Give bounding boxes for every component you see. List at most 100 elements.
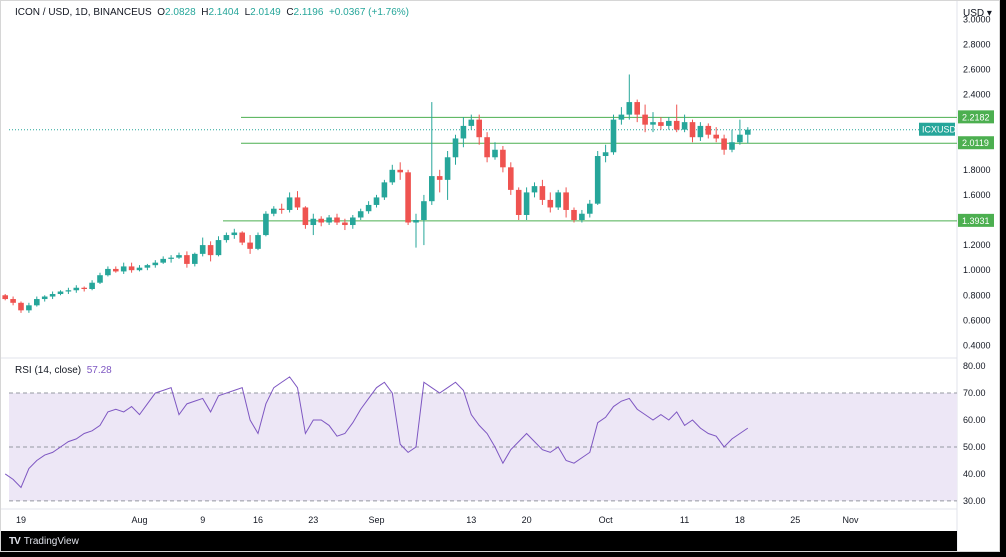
symbol-badge-label: ICXUSD bbox=[922, 125, 957, 135]
candle-body bbox=[436, 176, 443, 180]
candle-body bbox=[144, 265, 151, 268]
time-tick-label: Aug bbox=[131, 515, 147, 525]
candle-body bbox=[571, 209, 577, 220]
candle-body bbox=[286, 197, 293, 210]
candle-body bbox=[49, 294, 56, 297]
level-badge bbox=[958, 110, 994, 124]
candle-body bbox=[492, 149, 498, 158]
level-badge bbox=[958, 136, 994, 150]
candle-body bbox=[626, 102, 633, 115]
candle-body bbox=[697, 125, 704, 138]
candle-body bbox=[34, 299, 40, 306]
candle-body bbox=[666, 120, 672, 126]
price-tick-label: 1.8000 bbox=[963, 165, 991, 175]
price-tick-label: 0.4000 bbox=[963, 340, 991, 350]
candle-body bbox=[373, 197, 380, 205]
candle-body bbox=[650, 122, 656, 125]
candle-body bbox=[41, 296, 48, 300]
level-badge-label: 1.3931 bbox=[962, 216, 990, 226]
price-tick-label: 0.6000 bbox=[963, 315, 991, 325]
candle-body bbox=[128, 266, 135, 271]
candle-body bbox=[113, 268, 119, 272]
symbol-name[interactable]: ICON / USD, 1D, BINANCEUS bbox=[15, 7, 152, 18]
candle-body bbox=[168, 257, 174, 259]
candle-body bbox=[468, 119, 475, 126]
change-value: +0.0367 (+1.76%) bbox=[328, 7, 410, 18]
time-tick-label: 9 bbox=[200, 515, 205, 525]
rsi-tick-label: 30.00 bbox=[963, 496, 986, 506]
time-tick-label: 11 bbox=[680, 515, 689, 525]
rsi-tick-label: 50.00 bbox=[963, 442, 986, 452]
candle-body bbox=[602, 152, 609, 157]
candle-body bbox=[2, 295, 9, 300]
candle-body bbox=[271, 208, 277, 214]
candle-body bbox=[555, 192, 561, 208]
candle-body bbox=[223, 235, 230, 241]
candle-body bbox=[737, 134, 743, 143]
axis-corner bbox=[960, 531, 999, 551]
candle-body bbox=[429, 176, 435, 202]
price-axis-unit[interactable]: USD ▾ bbox=[963, 8, 992, 19]
rsi-tick-label: 60.00 bbox=[963, 415, 986, 425]
time-tick-label: 23 bbox=[308, 515, 318, 525]
candle-body bbox=[302, 207, 309, 226]
time-tick-label: 16 bbox=[253, 515, 263, 525]
candle-body bbox=[563, 192, 569, 210]
candle-body bbox=[89, 282, 95, 289]
candle-body bbox=[444, 157, 451, 180]
candle-body bbox=[642, 114, 648, 125]
time-tick-label: 18 bbox=[735, 515, 745, 525]
candle-body bbox=[365, 204, 372, 212]
candle-body bbox=[26, 305, 32, 311]
rsi-tick-label: 80.00 bbox=[963, 361, 986, 371]
price-tick-label: 2.4000 bbox=[963, 90, 991, 100]
candle-body bbox=[231, 232, 238, 236]
candle-body bbox=[713, 134, 719, 139]
candle-body bbox=[484, 137, 490, 158]
candle-body bbox=[342, 222, 348, 226]
candle-body bbox=[705, 125, 712, 135]
candle-body bbox=[745, 129, 751, 135]
candle-body bbox=[318, 218, 324, 223]
candle-body bbox=[689, 122, 696, 138]
candle-body bbox=[547, 199, 554, 208]
symbol-badge bbox=[919, 122, 955, 136]
candle-body bbox=[658, 122, 664, 126]
price-tick-label: 2.6000 bbox=[963, 64, 991, 74]
rsi-band bbox=[9, 393, 957, 501]
candle-body bbox=[326, 217, 332, 223]
candle-body bbox=[176, 255, 182, 258]
candle-body bbox=[350, 217, 356, 226]
rsi-tick-label: 70.00 bbox=[963, 388, 986, 398]
candle-body bbox=[673, 120, 680, 130]
candle-body bbox=[81, 287, 87, 289]
candle-body bbox=[594, 156, 601, 204]
open-value: 2.0828 bbox=[165, 7, 196, 18]
time-tick-label: 13 bbox=[466, 515, 476, 525]
candle-body bbox=[239, 232, 245, 243]
candle-body bbox=[389, 169, 396, 183]
candle-body bbox=[500, 149, 506, 168]
candle-body bbox=[587, 203, 593, 214]
candle-body bbox=[97, 275, 103, 283]
candle-body bbox=[105, 268, 111, 276]
candle-body bbox=[199, 245, 206, 254]
candle-body bbox=[381, 182, 388, 198]
candle-body bbox=[397, 169, 403, 173]
candle-body bbox=[681, 122, 688, 130]
rsi-tick-label: 40.00 bbox=[963, 469, 986, 479]
candle-body bbox=[294, 197, 301, 208]
candle-body bbox=[334, 217, 340, 223]
rsi-label[interactable]: RSI (14, close) bbox=[15, 365, 82, 376]
candle-body bbox=[460, 125, 467, 139]
price-tick-label: 1.6000 bbox=[963, 190, 991, 200]
candle-body bbox=[136, 267, 143, 271]
candle-body bbox=[523, 192, 530, 215]
candle-body bbox=[357, 211, 364, 218]
candle-body bbox=[729, 142, 735, 150]
candle-body bbox=[405, 172, 411, 223]
price-tick-label: 0.8000 bbox=[963, 290, 991, 300]
level-badge bbox=[958, 213, 994, 227]
